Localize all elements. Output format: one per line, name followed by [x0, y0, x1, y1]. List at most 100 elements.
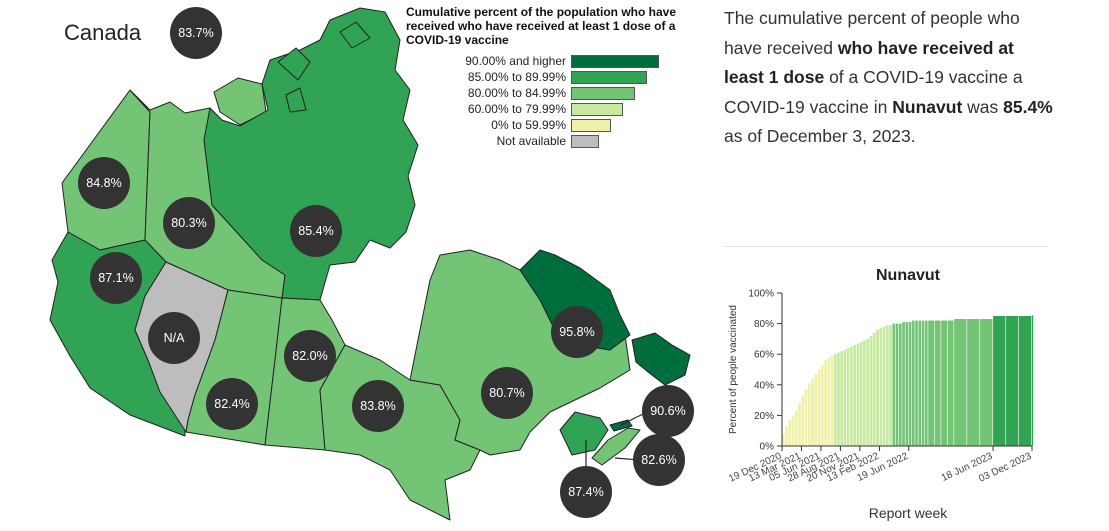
chart-bar: [918, 320, 922, 446]
chart-bar: [830, 355, 834, 446]
chart-bar: [853, 345, 857, 446]
chart-bar: [899, 323, 902, 446]
chart-bar: [993, 315, 1006, 446]
x-axis-label: Report week: [869, 505, 949, 521]
chart-bar: [915, 320, 918, 446]
chart-bar: [807, 383, 811, 446]
chart-bar: [980, 319, 993, 446]
map-title: Canada: [64, 20, 142, 45]
chart-bar: [837, 352, 840, 446]
summary-part: was: [962, 96, 1004, 117]
legend-title: Cumulative percent of the population who…: [406, 5, 677, 47]
chart-bar: [886, 325, 889, 446]
legend-swatch: [571, 71, 647, 84]
bubble-manitoba[interactable]: 82.0%: [284, 330, 336, 382]
region-nunavut-islands[interactable]: [277, 21, 371, 113]
chart-bar: [791, 415, 795, 446]
chart-bar: [824, 360, 827, 446]
chart-bar: [892, 323, 896, 446]
chart-bar: [882, 326, 886, 446]
legend-row: Not available: [406, 133, 686, 149]
bubble-canada[interactable]: 83.7%: [170, 7, 222, 59]
chart-bar: [911, 320, 915, 446]
legend-row: 80.00% to 84.99%: [406, 85, 686, 101]
chart-bar: [801, 395, 805, 446]
legend-row: 85.00% to 89.99%: [406, 69, 686, 85]
legend-label: 90.00% and higher: [465, 54, 566, 68]
chart-bar: [859, 341, 863, 446]
bubble-quebec[interactable]: 80.7%: [481, 367, 533, 419]
chart-bar: [924, 320, 928, 446]
region-quebec[interactable]: [409, 249, 631, 456]
nunavut-chart: Nunavut 0% 20% 40% 60% 80% 100% Percent of peop…: [727, 267, 1034, 521]
legend-swatch: [571, 103, 623, 116]
chart-bar: [967, 319, 980, 446]
bubble-new-brunswick[interactable]: 87.4%: [560, 466, 612, 518]
chart-bar: [785, 426, 788, 446]
bubble-pei[interactable]: 90.6%: [642, 385, 694, 437]
bubble-saskatchewan[interactable]: 82.4%: [206, 378, 258, 430]
summary-text: The cumulative percent of people who hav…: [724, 4, 1054, 152]
legend-swatch: [571, 55, 659, 68]
y-tick-label: 0%: [760, 442, 775, 453]
chart-bar: [843, 349, 847, 446]
chart-bar: [941, 320, 948, 446]
summary-bold-dose: who have received at least 1 dose: [724, 37, 1014, 88]
chart-bar: [811, 378, 814, 446]
legend-row: 90.00% and higher: [406, 53, 686, 69]
chart-bar: [817, 369, 821, 446]
chart-bar: [782, 433, 785, 446]
bubble-nunavut[interactable]: 85.4%: [290, 205, 342, 257]
chart-bar: [872, 332, 876, 446]
chart-title: Nunavut: [876, 267, 941, 284]
chart-bar: [1006, 315, 1019, 446]
chart-bar: [798, 403, 801, 446]
chart-bar: [794, 410, 798, 446]
region-new-brunswick[interactable]: [559, 411, 609, 456]
y-tick-label: 20%: [754, 411, 774, 422]
chart-bar: [1019, 315, 1032, 446]
bubble-northwest-territories[interactable]: 80.3%: [163, 197, 215, 249]
bubble-alberta[interactable]: N/A: [148, 312, 200, 364]
chart-bar: [921, 320, 925, 446]
legend-label: 80.00% to 84.99%: [467, 86, 566, 100]
summary-part: as of December 3, 2023.: [724, 126, 916, 146]
region-nova-scotia[interactable]: [591, 427, 641, 466]
summary-bold-value: 85.4%: [1003, 96, 1053, 117]
chart-bar: [846, 348, 850, 446]
chart-bar: [934, 320, 941, 446]
chart-bar: [833, 354, 837, 446]
bubble-ontario[interactable]: 83.8%: [352, 380, 404, 432]
summary-part: The cumulative percent of people who hav…: [724, 8, 1020, 58]
chart-bar: [850, 346, 853, 446]
y-tick-label: 80%: [754, 319, 774, 330]
y-tick-label: 60%: [754, 350, 774, 361]
region-newfoundland[interactable]: [631, 332, 691, 386]
bubble-nova-scotia[interactable]: 82.6%: [633, 434, 685, 486]
chart-bar: [814, 374, 818, 446]
y-tick-label: 40%: [754, 380, 774, 391]
bubble-yukon[interactable]: 84.8%: [78, 157, 130, 209]
region-nunavut[interactable]: [203, 7, 419, 301]
chart-bar: [1032, 315, 1034, 446]
bubble-newfoundland-labrador[interactable]: 95.8%: [551, 306, 603, 358]
legend-swatch: [571, 119, 611, 132]
chart-bar: [902, 322, 905, 446]
chart-bar: [804, 389, 808, 446]
summary-part: of a COVID-19 vaccine a COVID-19 vaccine…: [724, 67, 1023, 117]
chart-bar: [895, 323, 899, 446]
pei-leader-line: [620, 412, 646, 426]
chart-bar: [840, 351, 844, 446]
bubble-british-columbia[interactable]: 87.1%: [90, 252, 142, 304]
legend-label: 60.00% to 79.99%: [467, 102, 566, 116]
chart-bar: [947, 320, 954, 446]
legend-label: Not available: [496, 134, 566, 148]
chart-bar: [863, 340, 866, 446]
canada-map: Canada 83.7% 84.8% 80.3% 85.4% 87.1% N/A…: [49, 5, 694, 521]
legend-swatch: [571, 135, 599, 148]
chart-bar: [820, 364, 824, 446]
chart-bar: [827, 357, 831, 446]
chart-bar: [928, 320, 935, 446]
chart-bar: [908, 322, 912, 446]
legend-row: 60.00% to 79.99%: [406, 101, 686, 117]
